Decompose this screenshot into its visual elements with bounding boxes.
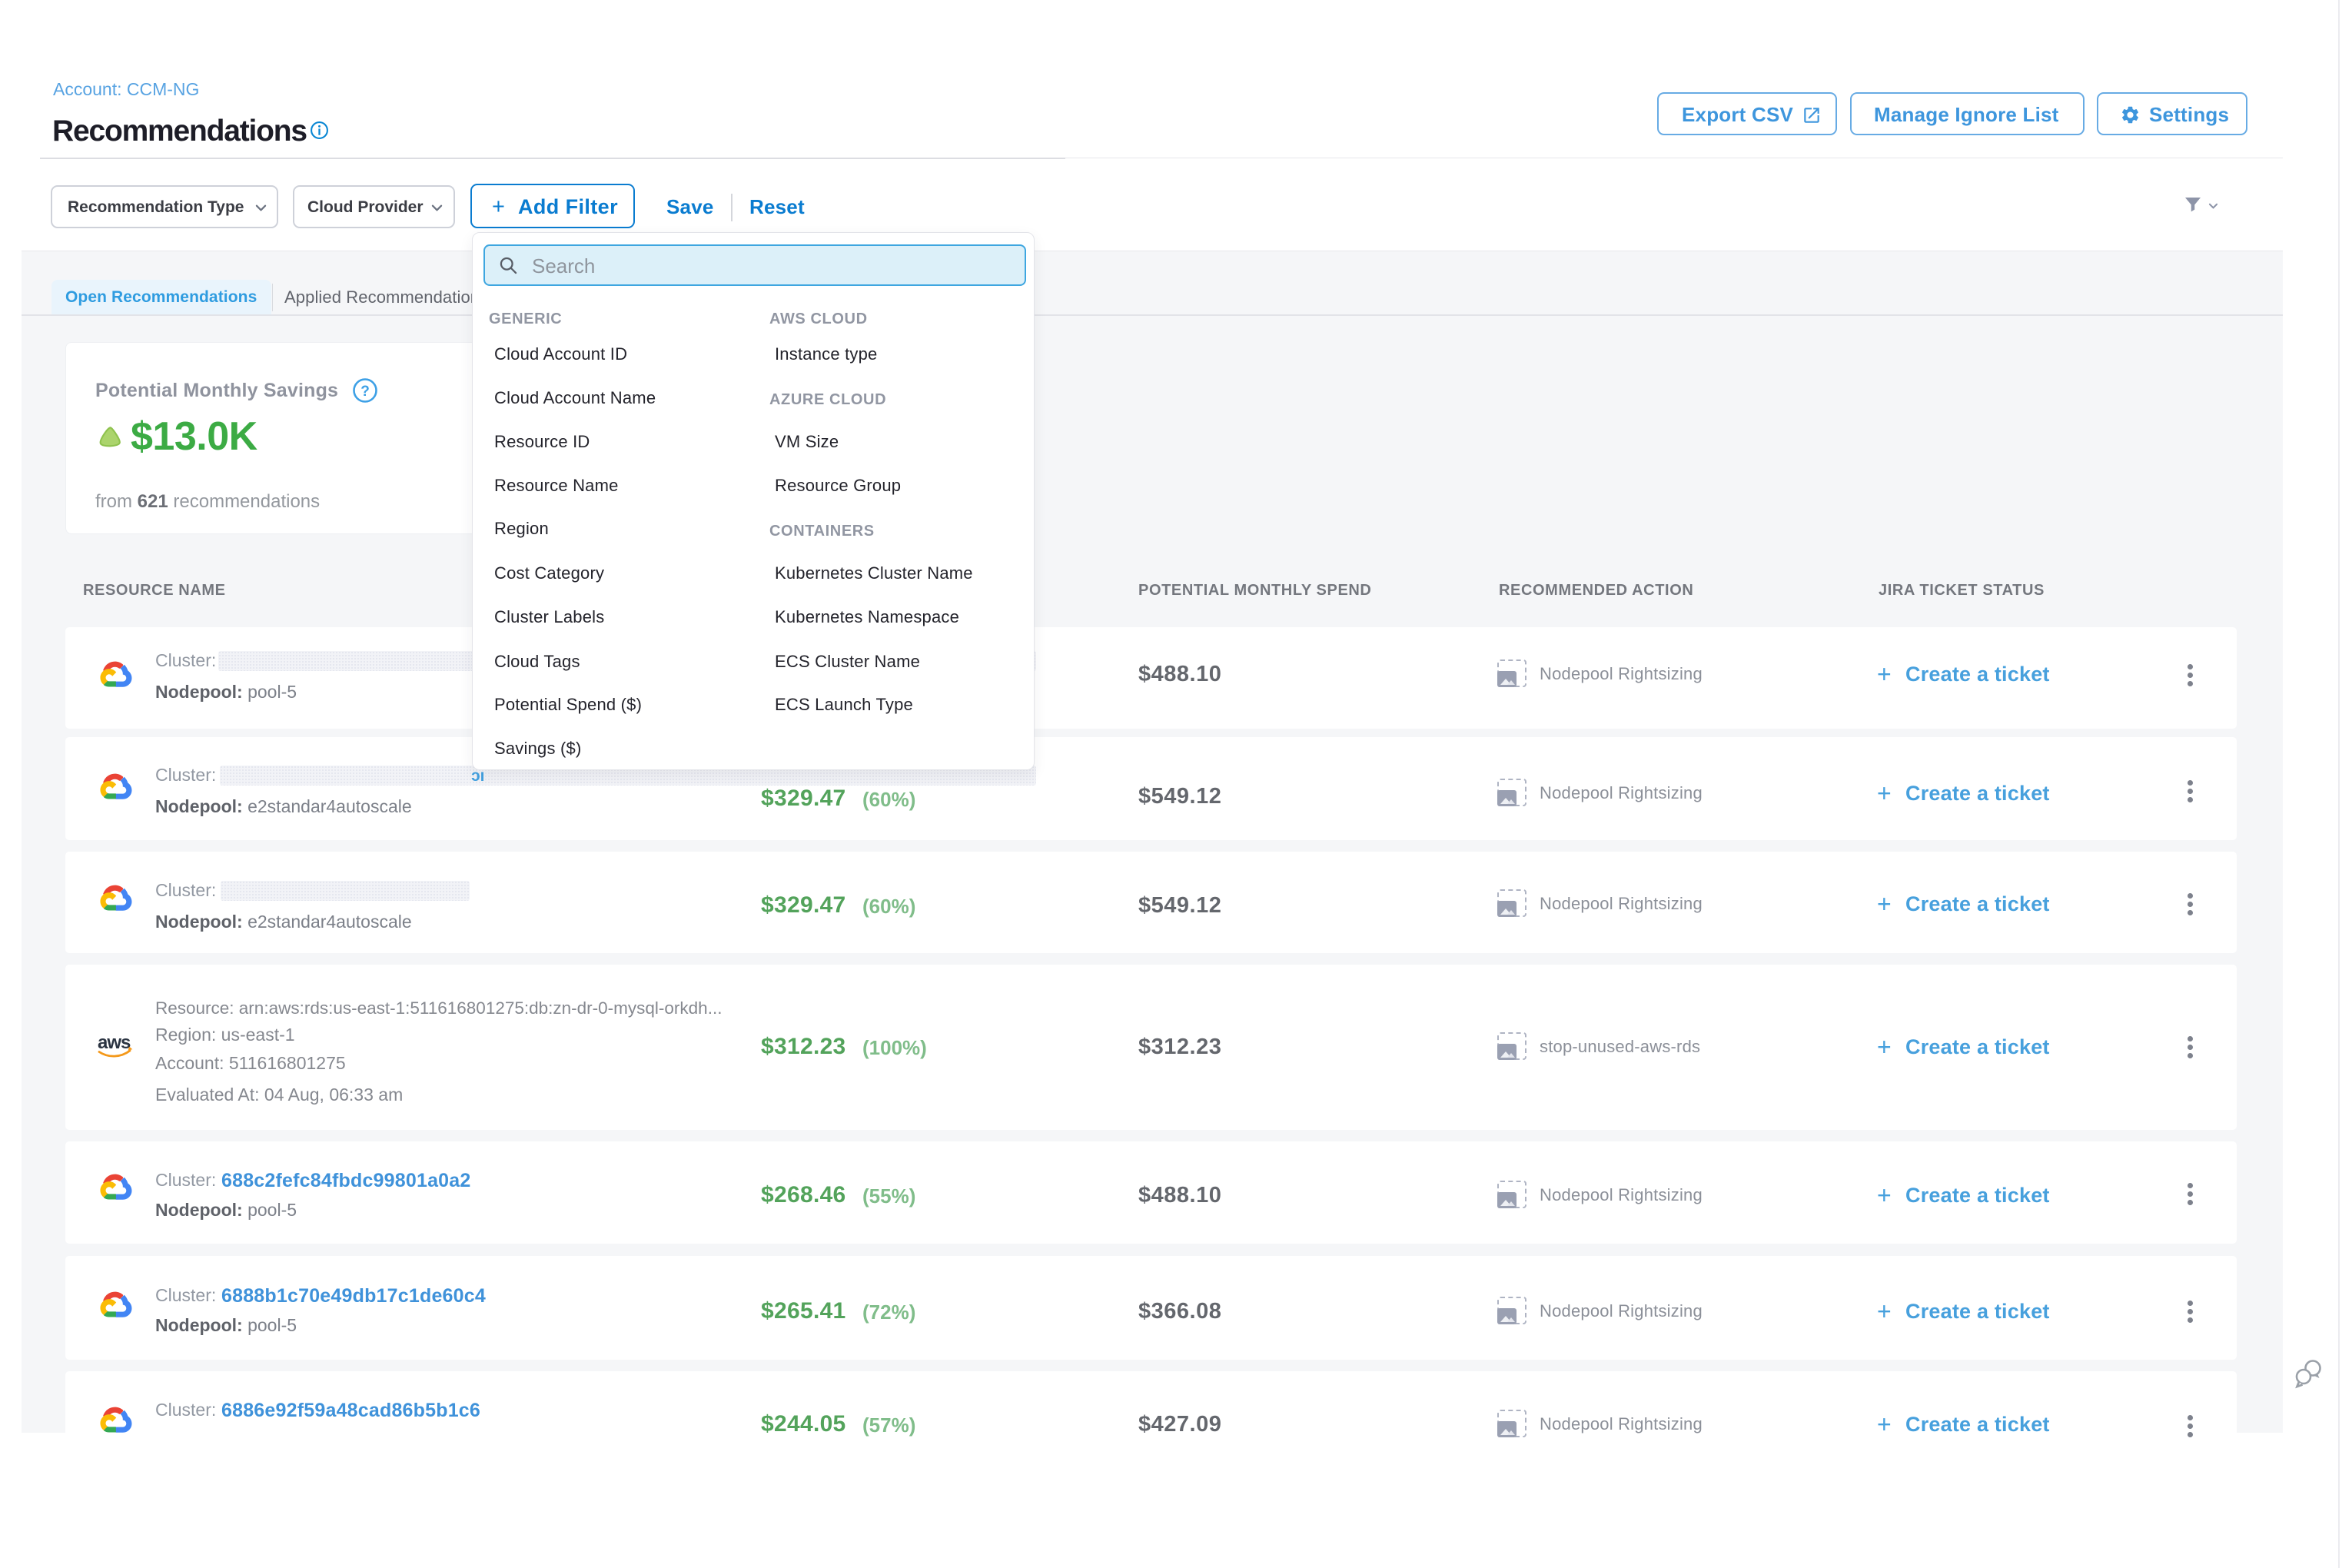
svg-text:aws: aws (98, 1032, 131, 1053)
svg-text:?: ? (360, 384, 370, 400)
